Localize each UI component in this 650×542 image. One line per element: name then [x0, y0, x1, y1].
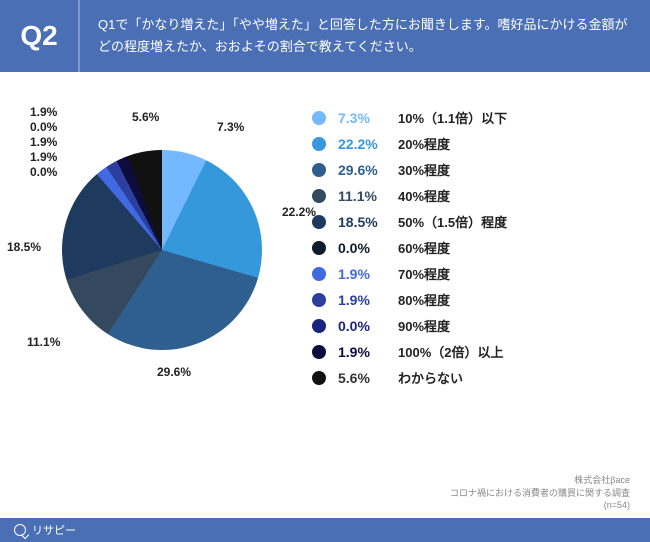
legend-row: 18.5%50%（1.5倍）程度 — [312, 212, 628, 231]
legend-row: 1.9%70%程度 — [312, 264, 628, 283]
legend-label: 40%程度 — [398, 186, 450, 205]
legend-label: 60%程度 — [398, 238, 450, 257]
legend-swatch — [312, 189, 326, 203]
pie-slice-label: 1.9% — [30, 135, 57, 149]
chart-body: 7.3%22.2%29.6%11.1%18.5%0.0%1.9%1.9%0.0%… — [0, 72, 650, 404]
brand-name: リサピー — [32, 522, 76, 538]
footer-bar: リサピー — [0, 518, 650, 542]
legend-percent: 0.0% — [338, 240, 398, 256]
legend-label: 50%（1.5倍）程度 — [398, 212, 507, 231]
pie-slice-label: 7.3% — [217, 120, 244, 134]
pie-slice-label: 5.6% — [132, 110, 159, 124]
legend-percent: 11.1% — [338, 188, 398, 204]
legend-label: 70%程度 — [398, 264, 450, 283]
legend-row: 5.6%わからない — [312, 368, 628, 387]
legend-percent: 29.6% — [338, 162, 398, 178]
legend-label: 30%程度 — [398, 160, 450, 179]
legend-percent: 5.6% — [338, 370, 398, 386]
legend-swatch — [312, 241, 326, 255]
legend-row: 7.3%10%（1.1倍）以下 — [312, 108, 628, 127]
legend-label: 10%（1.1倍）以下 — [398, 108, 507, 127]
legend-percent: 1.9% — [338, 266, 398, 282]
pie-slice-label: 18.5% — [7, 240, 41, 254]
legend-row: 29.6%30%程度 — [312, 160, 628, 179]
legend-swatch — [312, 163, 326, 177]
legend-row: 11.1%40%程度 — [312, 186, 628, 205]
legend-percent: 0.0% — [338, 318, 398, 334]
question-number-badge: Q2 — [0, 0, 80, 72]
credit-line-2: コロナ禍における消費者の購買に関する調査 — [450, 487, 630, 500]
legend-percent: 7.3% — [338, 110, 398, 126]
pie-slice-label: 0.0% — [30, 165, 57, 179]
pie-slice-label: 11.1% — [27, 335, 60, 349]
pie-chart-panel: 7.3%22.2%29.6%11.1%18.5%0.0%1.9%1.9%0.0%… — [22, 90, 312, 394]
pie-chart — [62, 150, 262, 350]
pie-slice-label: 0.0% — [30, 120, 57, 134]
credit-line-3: (n=54) — [450, 499, 630, 512]
legend-label: 90%程度 — [398, 316, 450, 335]
legend-panel: 7.3%10%（1.1倍）以下22.2%20%程度29.6%30%程度11.1%… — [312, 90, 628, 394]
legend-swatch — [312, 137, 326, 151]
credit-line-1: 株式会社βace — [450, 474, 630, 487]
legend-label: 80%程度 — [398, 290, 450, 309]
legend-swatch — [312, 293, 326, 307]
legend-swatch — [312, 267, 326, 281]
legend-swatch — [312, 319, 326, 333]
pie-slice-label: 22.2% — [282, 205, 316, 219]
legend-row: 1.9%100%（2倍）以上 — [312, 342, 628, 361]
pie-slice-label: 1.9% — [30, 105, 57, 119]
pie-wrap: 7.3%22.2%29.6%11.1%18.5%0.0%1.9%1.9%0.0%… — [62, 150, 262, 350]
legend-row: 0.0%60%程度 — [312, 238, 628, 257]
legend-percent: 18.5% — [338, 214, 398, 230]
legend-percent: 1.9% — [338, 292, 398, 308]
legend-row: 1.9%80%程度 — [312, 290, 628, 309]
credits: 株式会社βace コロナ禍における消費者の購買に関する調査 (n=54) — [450, 474, 630, 512]
legend-label: 20%程度 — [398, 134, 450, 153]
question-header: Q2 Q1で「かなり増えた」「やや増えた」と回答した方にお聞きします。嗜好品にか… — [0, 0, 650, 72]
legend-label: 100%（2倍）以上 — [398, 342, 503, 361]
survey-card: Q2 Q1で「かなり増えた」「やや増えた」と回答した方にお聞きします。嗜好品にか… — [0, 0, 650, 542]
pie-slice-label: 1.9% — [30, 150, 57, 164]
legend-percent: 22.2% — [338, 136, 398, 152]
legend-percent: 1.9% — [338, 344, 398, 360]
legend-row: 0.0%90%程度 — [312, 316, 628, 335]
legend-row: 22.2%20%程度 — [312, 134, 628, 153]
question-text: Q1で「かなり増えた」「やや増えた」と回答した方にお聞きします。嗜好品にかける金… — [80, 0, 650, 72]
legend-label: わからない — [398, 368, 463, 387]
brand-logo-icon — [14, 524, 26, 536]
legend-swatch — [312, 371, 326, 385]
pie-slice-label: 29.6% — [157, 365, 191, 379]
legend-swatch — [312, 111, 326, 125]
legend-swatch — [312, 345, 326, 359]
